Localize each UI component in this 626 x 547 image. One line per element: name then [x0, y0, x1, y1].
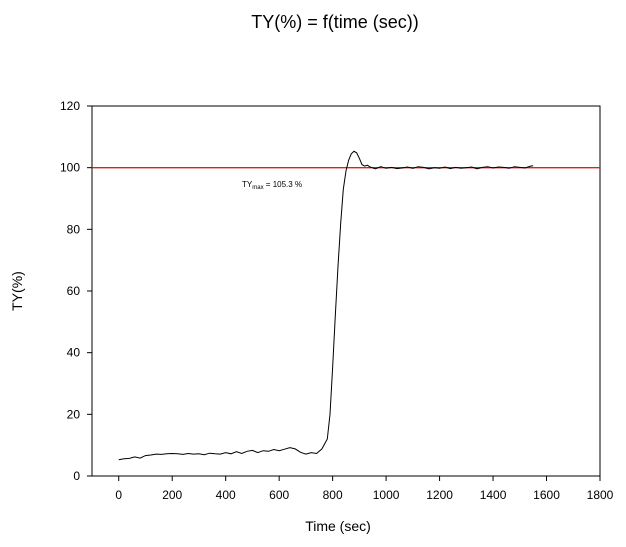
x-axis-label: Time (sec): [305, 518, 371, 534]
x-tick-label: 1400: [480, 488, 507, 502]
y-tick-label: 100: [60, 161, 80, 175]
y-tick-label: 0: [73, 469, 80, 483]
y-tick-label: 120: [60, 99, 80, 113]
x-tick-label: 800: [323, 488, 343, 502]
y-tick-label: 20: [67, 407, 81, 421]
y-tick-label: 60: [67, 284, 81, 298]
x-tick-label: 1600: [533, 488, 560, 502]
x-tick-label: 1000: [373, 488, 400, 502]
y-tick-label: 80: [67, 222, 81, 236]
y-axis-label: TY(%): [9, 271, 25, 311]
x-axis-ticks: 0 200 400 600 800 1000 1200 1400 1600 1800: [115, 476, 614, 502]
x-tick-label: 1200: [426, 488, 453, 502]
ty-max-annotation: TYmax = 105.3 %: [242, 180, 302, 191]
annotation-subscript: max: [252, 185, 263, 191]
annotation-value: = 105.3 %: [264, 180, 302, 189]
x-tick-label: 1800: [587, 488, 614, 502]
series-line: [118, 150, 534, 461]
y-axis-ticks: 0 20 40 60 80 100 120: [60, 99, 92, 483]
x-tick-label: 600: [269, 488, 289, 502]
x-tick-label: 400: [216, 488, 236, 502]
plot-frame: [91, 105, 601, 477]
x-tick-label: 200: [162, 488, 182, 502]
chart-title: TY(%) = f(time (sec)): [251, 12, 419, 32]
annotation-base: TY: [242, 180, 253, 189]
x-tick-label: 0: [115, 488, 122, 502]
y-tick-label: 40: [67, 346, 81, 360]
